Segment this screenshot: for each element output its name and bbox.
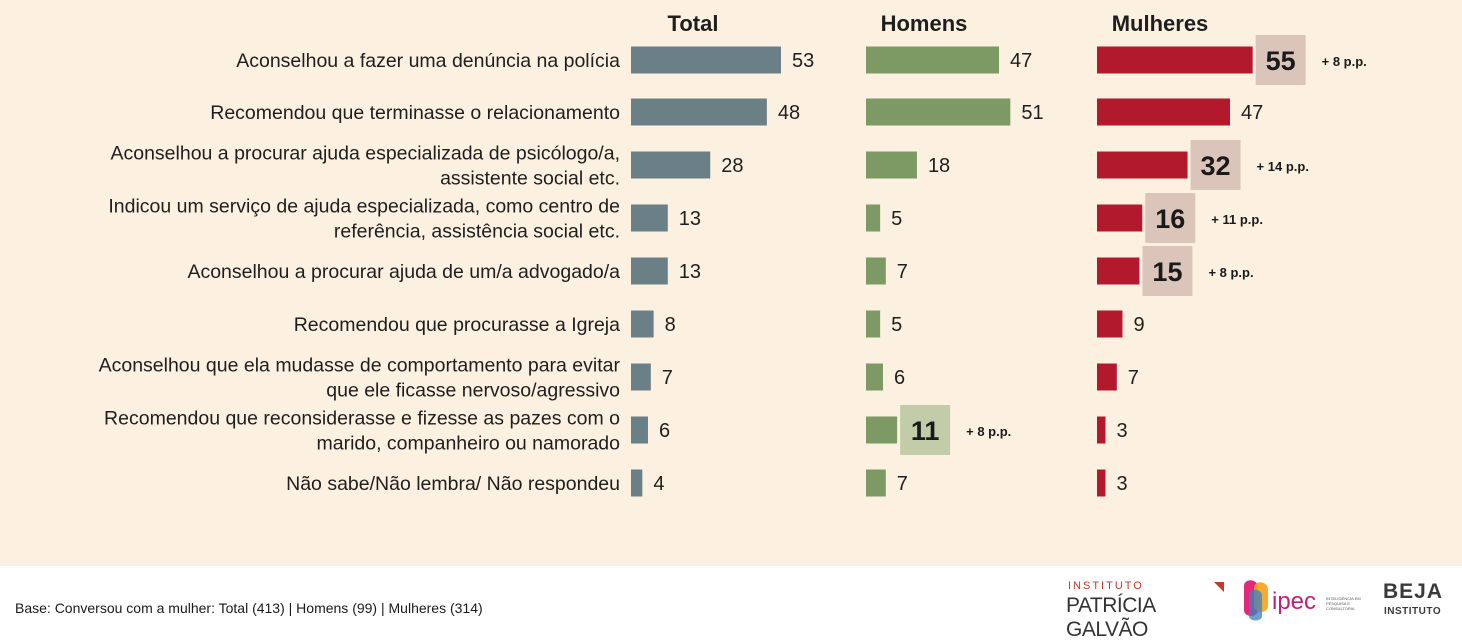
category-label: assistente social etc.	[440, 168, 620, 190]
data-label: 5	[891, 208, 902, 230]
bar-total	[631, 416, 648, 444]
data-label: 5	[891, 314, 902, 336]
category-label: Aconselhou a procurar ajuda de um/a advo…	[187, 261, 620, 283]
data-label: 8	[665, 314, 676, 336]
data-label: 7	[662, 367, 673, 389]
category-label: Aconselhou a fazer uma denúncia na políc…	[236, 50, 620, 72]
bar-homens	[866, 98, 1011, 126]
difference-note: + 8 p.p.	[1322, 54, 1367, 69]
ipec-logo: ipec INTELIGÊNCIA EM PESQUISA E CONSULTO…	[1240, 578, 1375, 624]
bar-total	[631, 469, 643, 497]
data-label: 13	[679, 208, 701, 230]
data-label: 3	[1116, 420, 1127, 442]
bar-homens	[866, 46, 1000, 74]
highlight-box	[1145, 193, 1196, 243]
bar-total	[631, 257, 668, 285]
chart-area: Aconselhou a fazer uma denúncia na políc…	[0, 0, 1462, 566]
footer	[0, 566, 1462, 631]
category-label: Não sabe/Não lembra/ Não respondeu	[286, 473, 620, 495]
data-label-highlight: 11	[911, 416, 940, 446]
data-label-highlight: 55	[1266, 46, 1296, 76]
category-label: que ele ficasse nervoso/agressivo	[326, 380, 620, 402]
bar-mulheres	[1097, 469, 1106, 497]
data-label: 3	[1116, 473, 1127, 495]
ipec-mark-icon	[1244, 580, 1268, 621]
data-label: 7	[897, 261, 908, 283]
data-label: 9	[1133, 314, 1144, 336]
patricia-galvao-logo: INSTITUTO PATRÍCIA GALVÃO	[1066, 580, 1226, 641]
category-label: Aconselhou a procurar ajuda especializad…	[110, 143, 620, 165]
difference-note: + 8 p.p.	[966, 424, 1011, 439]
category-label: Recomendou que procurasse a Igreja	[294, 314, 620, 336]
data-label-highlight: 16	[1155, 204, 1185, 234]
category-label: marido, companheiro ou namorado	[316, 433, 620, 455]
bar-total	[631, 310, 654, 338]
highlight-box	[1255, 35, 1306, 85]
data-label: 47	[1241, 102, 1263, 124]
base-note: Base: Conversou com a mulher: Total (413…	[15, 600, 483, 616]
bar-homens	[866, 151, 917, 179]
difference-note: + 14 p.p.	[1257, 159, 1309, 174]
data-label: 53	[792, 50, 814, 72]
highlight-box	[1190, 140, 1241, 190]
ipec-tagline: INTELIGÊNCIA EM PESQUISA E CONSULTORIA	[1326, 596, 1361, 611]
bar-homens	[866, 257, 886, 285]
bar-mulheres	[1097, 204, 1143, 232]
series-header: Homens	[881, 11, 968, 36]
highlight-box	[900, 405, 951, 455]
data-label-highlight: 32	[1201, 151, 1231, 181]
bar-homens	[866, 416, 898, 444]
difference-note: + 11 p.p.	[1211, 212, 1263, 227]
beja-wordmark: BEJA	[1383, 580, 1444, 603]
data-label: 6	[894, 367, 905, 389]
bar-mulheres	[1097, 98, 1231, 126]
data-label: 6	[659, 420, 670, 442]
bar-homens	[866, 310, 881, 338]
bar-mulheres	[1097, 416, 1106, 444]
data-label: 4	[653, 473, 664, 495]
series-header: Total	[668, 11, 719, 36]
data-label: 48	[778, 102, 800, 124]
category-label: Indicou um serviço de ajuda especializad…	[108, 196, 620, 218]
category-label: Recomendou que reconsiderasse e fizesse …	[104, 408, 620, 430]
data-label: 47	[1010, 50, 1032, 72]
logo-institute-label: INSTITUTO	[1068, 580, 1144, 592]
bar-mulheres	[1097, 363, 1117, 391]
data-label: 51	[1021, 102, 1043, 124]
bar-mulheres	[1097, 46, 1253, 74]
bar-total	[631, 363, 651, 391]
bar-total	[631, 151, 711, 179]
bar-total	[631, 46, 781, 74]
data-label-highlight: 15	[1152, 257, 1182, 287]
category-label: Recomendou que terminasse o relacionamen…	[210, 102, 620, 124]
bar-homens	[866, 204, 881, 232]
bar-homens	[866, 363, 883, 391]
data-label: 18	[928, 155, 950, 177]
highlight-box	[1142, 246, 1193, 296]
beja-logo: BEJA INSTITUTO	[1383, 580, 1445, 624]
data-label: 28	[721, 155, 743, 177]
series-header: Mulheres	[1112, 11, 1209, 36]
data-label: 7	[1128, 367, 1139, 389]
ipec-wordmark: ipec	[1272, 588, 1317, 615]
category-label: Aconselhou que ela mudasse de comportame…	[99, 355, 621, 377]
bar-homens	[866, 469, 886, 497]
beja-subtitle: INSTITUTO	[1384, 606, 1442, 617]
bar-total	[631, 98, 767, 126]
logo-triangle-icon	[1214, 582, 1224, 592]
data-label: 13	[679, 261, 701, 283]
bar-mulheres	[1097, 151, 1188, 179]
logo-name: PATRÍCIA GALVÃO	[1066, 594, 1155, 641]
category-label: referência, assistência social etc.	[334, 221, 620, 243]
data-label: 7	[897, 473, 908, 495]
bar-mulheres	[1097, 257, 1140, 285]
bar-mulheres	[1097, 310, 1123, 338]
difference-note: + 8 p.p.	[1208, 265, 1253, 280]
bar-total	[631, 204, 668, 232]
grouped-bar-chart: Aconselhou a fazer uma denúncia na políc…	[99, 11, 1367, 497]
